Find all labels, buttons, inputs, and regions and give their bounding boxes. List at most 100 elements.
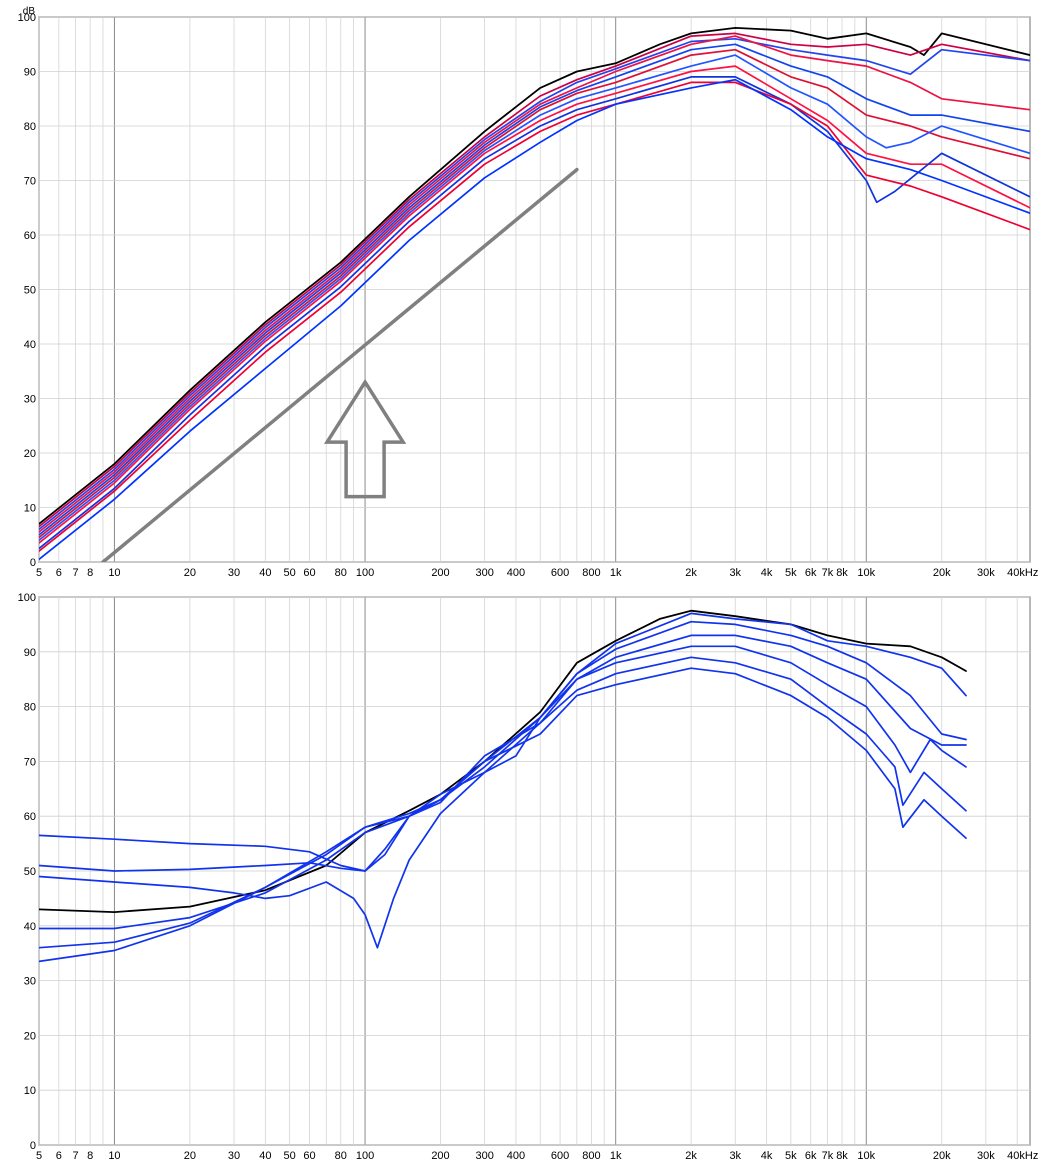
x-tick-label: 80 bbox=[335, 1150, 347, 1162]
grid-horizontal bbox=[39, 16, 1030, 563]
x-tick-label: 8 bbox=[87, 1150, 93, 1162]
y-tick-label: 0 bbox=[30, 557, 36, 569]
x-tick-label: 300 bbox=[475, 1150, 493, 1162]
x-tick-label: 5k bbox=[785, 1150, 797, 1162]
y-tick-label: 50 bbox=[24, 866, 36, 878]
y-tick-label: 60 bbox=[24, 811, 36, 823]
x-tick-label: 8 bbox=[87, 567, 93, 579]
series-group bbox=[39, 26, 1030, 562]
series-line-4 bbox=[39, 645, 967, 930]
series-line-2 bbox=[39, 620, 967, 872]
x-tick-label: 800 bbox=[582, 567, 600, 579]
x-tick-label: 6 bbox=[56, 567, 62, 579]
y-tick-label: 70 bbox=[24, 176, 36, 188]
grid-horizontal bbox=[39, 596, 1030, 1146]
y-axis-unit-label: dB bbox=[23, 6, 36, 17]
x-tick-label: 7 bbox=[73, 1150, 79, 1162]
y-tick-label: 100 bbox=[18, 12, 36, 24]
x-tick-label: 400 bbox=[507, 1150, 525, 1162]
x-tick-label: 400 bbox=[507, 567, 525, 579]
y-tick-label: 30 bbox=[24, 394, 36, 406]
x-tick-label: 20k bbox=[933, 567, 951, 579]
x-tick-label: 30k bbox=[977, 1150, 995, 1162]
x-tick-label: 20k bbox=[933, 1150, 951, 1162]
series-line-3 bbox=[39, 35, 1030, 533]
series-line-1 bbox=[39, 612, 967, 872]
series-line-11 bbox=[101, 167, 579, 562]
x-tick-label: 20 bbox=[184, 1150, 196, 1162]
x-tick-label: 5 bbox=[36, 1150, 42, 1162]
x-tick-label: 4k bbox=[761, 567, 773, 579]
y-tick-label: 20 bbox=[24, 448, 36, 460]
y-tick-label: 30 bbox=[24, 976, 36, 988]
x-tick-label: 10k bbox=[857, 1150, 875, 1162]
x-tick-label: 40 bbox=[259, 567, 271, 579]
x-tick-label: 1k bbox=[610, 567, 622, 579]
y-tick-label: 50 bbox=[24, 285, 36, 297]
y-tick-label: 70 bbox=[24, 756, 36, 768]
x-tick-label: 2k bbox=[685, 1150, 697, 1162]
series-line-1 bbox=[39, 32, 1030, 528]
x-tick-label: 1k bbox=[610, 1150, 622, 1162]
x-tick-label: 100 bbox=[356, 1150, 374, 1162]
y-tick-label: 90 bbox=[24, 67, 36, 79]
up-arrow-annotation bbox=[323, 378, 407, 499]
series-line-6 bbox=[39, 667, 967, 963]
x-tick-label: 800 bbox=[582, 1150, 600, 1162]
frequency-response-chart-bottom: 0 10 20 30 40 50 60 70 80 90 100 5 6 7 8 10 20 30 40 50 60 80… bbox=[18, 592, 1039, 1162]
series-line-6 bbox=[39, 54, 1030, 542]
x-tick-label: 30k bbox=[977, 567, 995, 579]
series-line-5 bbox=[39, 656, 967, 949]
series-group bbox=[39, 609, 967, 963]
y-tick-label: 40 bbox=[24, 339, 36, 351]
x-tick-label: 40 bbox=[259, 1150, 271, 1162]
x-tick-label: 600 bbox=[551, 1150, 569, 1162]
y-tick-label: 60 bbox=[24, 230, 36, 242]
x-tick-label: 5 bbox=[36, 567, 42, 579]
y-tick-label: 0 bbox=[30, 1140, 36, 1152]
x-tick-label: 10 bbox=[108, 567, 120, 579]
x-tick-label: 20 bbox=[184, 567, 196, 579]
x-tick-label: 40kHz bbox=[1007, 567, 1038, 579]
x-tick-label: 8k bbox=[836, 1150, 848, 1162]
x-tick-label: 5k bbox=[785, 567, 797, 579]
series-line-10 bbox=[39, 78, 1030, 561]
series-line-5 bbox=[39, 48, 1030, 539]
series-line-8 bbox=[39, 76, 1030, 550]
y-tick-label: 10 bbox=[24, 503, 36, 515]
x-tick-label: 3k bbox=[729, 1150, 741, 1162]
x-tick-label: 7 bbox=[73, 567, 79, 579]
x-tick-label: 100 bbox=[356, 567, 374, 579]
x-tick-label: 6 bbox=[56, 1150, 62, 1162]
y-tick-label: 80 bbox=[24, 702, 36, 714]
series-line-4 bbox=[39, 43, 1030, 536]
series-line-3 bbox=[39, 634, 967, 949]
y-tick-label: 80 bbox=[24, 121, 36, 133]
y-tick-label: 90 bbox=[24, 647, 36, 659]
x-tick-label: 7k bbox=[822, 1150, 834, 1162]
x-tick-label: 6k bbox=[805, 1150, 817, 1162]
y-tick-label: 100 bbox=[18, 592, 36, 604]
x-tick-label: 200 bbox=[431, 1150, 449, 1162]
x-tick-label: 60 bbox=[303, 567, 315, 579]
x-tick-label: 4k bbox=[761, 1150, 773, 1162]
x-tick-label: 600 bbox=[551, 567, 569, 579]
x-tick-label: 7k bbox=[822, 567, 834, 579]
series-line-2 bbox=[39, 37, 1030, 531]
x-tick-label: 200 bbox=[431, 567, 449, 579]
x-tick-label: 3k bbox=[729, 567, 741, 579]
x-tick-label: 8k bbox=[836, 567, 848, 579]
y-tick-label: 40 bbox=[24, 921, 36, 933]
x-tick-label: 60 bbox=[303, 1150, 315, 1162]
y-tick-label: 20 bbox=[24, 1030, 36, 1042]
x-tick-label: 30 bbox=[228, 1150, 240, 1162]
y-tick-label: 10 bbox=[24, 1085, 36, 1097]
x-tick-label: 6k bbox=[805, 567, 817, 579]
x-tick-label: 30 bbox=[228, 567, 240, 579]
x-tick-label: 50 bbox=[283, 1150, 295, 1162]
x-tick-label: 2k bbox=[685, 567, 697, 579]
x-tick-label: 80 bbox=[335, 567, 347, 579]
x-tick-label: 10 bbox=[108, 1150, 120, 1162]
